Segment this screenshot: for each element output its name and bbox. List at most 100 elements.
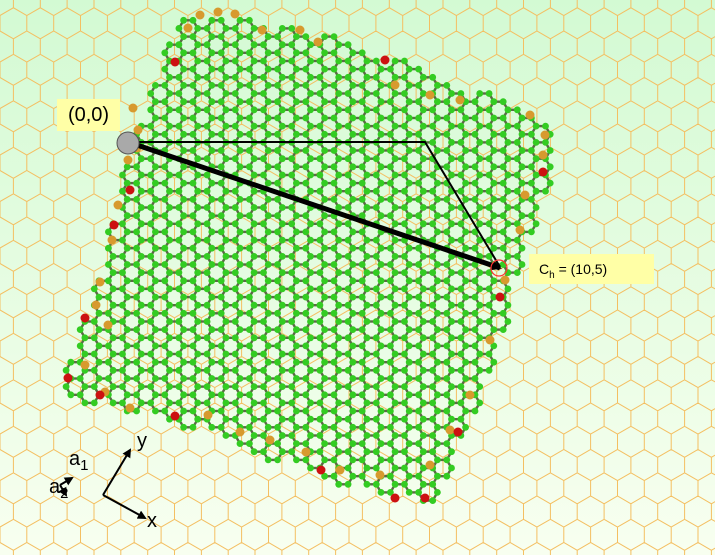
- carbon-atom: [330, 65, 338, 73]
- carbon-atom: [415, 179, 422, 187]
- carbon-atom: [462, 326, 469, 333]
- edge-atom-orange: [183, 23, 193, 33]
- carbon-atom: [335, 415, 343, 423]
- carbon-atom: [415, 163, 422, 171]
- carbon-atom: [499, 130, 507, 138]
- carbon-atom: [76, 391, 84, 399]
- carbon-atom: [250, 90, 258, 97]
- carbon-atom: [274, 49, 281, 57]
- carbon-atom: [246, 98, 253, 106]
- edge-atom-orange: [525, 110, 535, 120]
- edge-atom-red: [63, 373, 73, 383]
- carbon-atom: [419, 122, 427, 130]
- carbon-atom: [434, 98, 441, 106]
- carbon-atom: [161, 163, 169, 171]
- carbon-atom: [476, 220, 484, 228]
- carbon-atom: [387, 130, 394, 138]
- carbon-atom: [387, 309, 394, 317]
- carbon-atom: [330, 196, 338, 203]
- x-axis-label: x: [147, 510, 157, 532]
- carbon-atom: [415, 440, 422, 447]
- carbon-atom: [302, 326, 310, 333]
- carbon-atom: [321, 342, 328, 350]
- carbon-atom: [260, 171, 267, 179]
- carbon-atom: [330, 98, 338, 106]
- carbon-atom: [302, 244, 310, 252]
- carbon-atom: [335, 334, 343, 342]
- carbon-atom: [208, 147, 216, 154]
- carbon-atom: [307, 220, 314, 228]
- carbon-atom: [448, 269, 455, 276]
- carbon-atom: [278, 73, 286, 81]
- carbon-atom: [415, 212, 422, 220]
- carbon-atom: [189, 342, 197, 350]
- carbon-atom: [405, 440, 413, 447]
- carbon-atom: [302, 358, 310, 366]
- carbon-atom: [349, 456, 357, 464]
- carbon-atom: [387, 407, 394, 415]
- carbon-atom: [471, 261, 479, 268]
- carbon-atom: [448, 334, 455, 342]
- carbon-atom: [180, 261, 188, 268]
- carbon-atom: [208, 33, 216, 40]
- carbon-atom: [401, 253, 408, 260]
- carbon-atom: [377, 147, 385, 154]
- carbon-atom: [405, 244, 413, 252]
- carbon-atom: [434, 440, 441, 447]
- carbon-atom: [372, 366, 380, 374]
- carbon-atom: [278, 57, 286, 65]
- carbon-atom: [476, 171, 484, 179]
- carbon-atom: [90, 318, 98, 325]
- edge-atoms: [63, 7, 550, 503]
- carbon-atom: [208, 82, 216, 89]
- carbon-atom: [518, 179, 526, 187]
- carbon-atom: [231, 415, 239, 423]
- carbon-atom: [415, 147, 422, 154]
- carbon-atom: [419, 448, 427, 456]
- carbon-atom: [105, 375, 112, 382]
- carbon-atom: [344, 366, 352, 374]
- carbon-atom: [490, 98, 498, 106]
- carbon-atom: [387, 98, 394, 106]
- carbon-atom: [133, 228, 141, 236]
- carbon-atom: [95, 342, 103, 350]
- carbon-atom: [119, 366, 126, 374]
- carbon-atom: [372, 122, 380, 130]
- carbon-atom: [448, 90, 455, 97]
- carbon-atom: [504, 171, 512, 179]
- carbon-atom: [236, 196, 244, 203]
- carbon-atom: [95, 326, 103, 333]
- carbon-atom: [307, 155, 314, 163]
- carbon-atom: [443, 407, 451, 415]
- carbon-atom: [194, 236, 202, 244]
- carbon-atom: [434, 293, 441, 301]
- carbon-atom: [429, 285, 437, 293]
- edge-atom-orange: [335, 465, 345, 475]
- carbon-atom: [189, 98, 197, 106]
- carbon-atom: [429, 301, 437, 309]
- carbon-atom: [302, 33, 310, 40]
- carbon-atom: [471, 407, 479, 415]
- carbon-atom: [377, 358, 385, 366]
- edge-atom-orange: [540, 130, 550, 140]
- carbon-atom: [401, 155, 408, 163]
- carbon-atom: [485, 350, 493, 358]
- carbon-atom: [278, 25, 286, 32]
- carbon-atom: [203, 334, 211, 342]
- carbon-atom: [504, 318, 512, 325]
- carbon-atom: [443, 98, 451, 106]
- carbon-atom: [264, 375, 272, 382]
- carbon-atom: [264, 65, 272, 73]
- carbon-atom: [363, 464, 371, 472]
- carbon-atom: [133, 196, 141, 203]
- carbon-atom: [166, 301, 173, 309]
- carbon-atom: [448, 318, 455, 325]
- edge-atom-orange: [113, 200, 123, 210]
- carbon-atom: [401, 106, 408, 114]
- carbon-atom: [349, 163, 357, 171]
- carbon-atom: [443, 309, 451, 317]
- carbon-atom: [123, 212, 131, 220]
- carbon-atom: [203, 171, 211, 179]
- carbon-atom: [513, 155, 521, 163]
- carbon-atom: [278, 155, 286, 163]
